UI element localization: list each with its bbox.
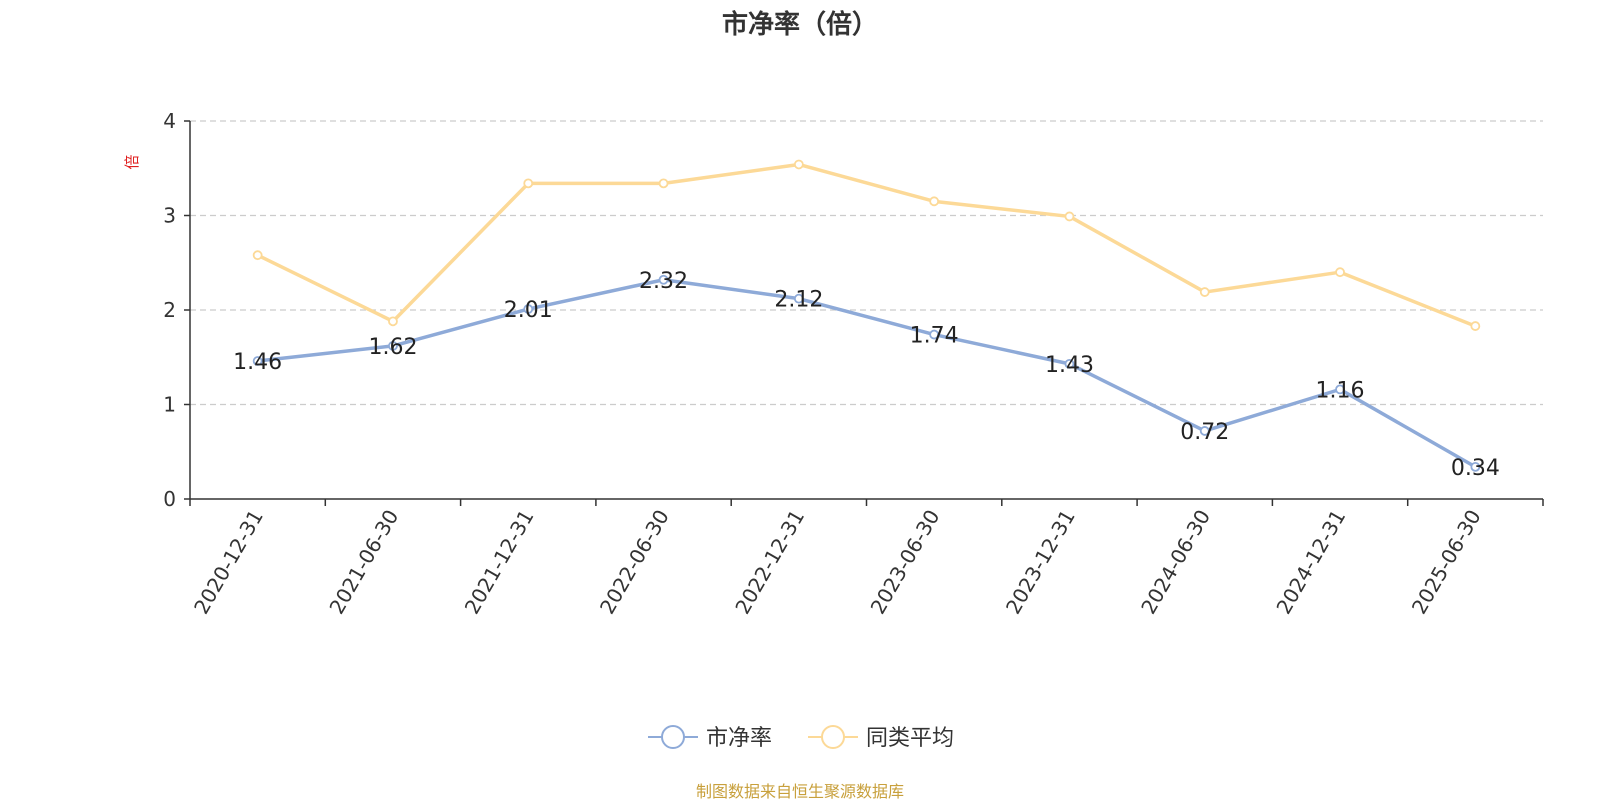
y-tick-label: 4 (163, 109, 176, 133)
legend-label: 市净率 (706, 726, 772, 751)
x-tick-label: 2025-06-30 (1407, 506, 1486, 619)
data-point (1199, 287, 1210, 297)
x-tick-label: 2023-12-31 (1001, 506, 1080, 619)
data-point (929, 329, 940, 340)
x-tick-label: 2020-12-31 (189, 506, 268, 619)
data-label: 1.74 (910, 324, 959, 349)
data-label: 1.62 (368, 335, 417, 360)
data-point (1064, 358, 1075, 369)
data-label: 1.43 (1045, 353, 1094, 378)
x-tick-label: 2024-06-30 (1136, 506, 1215, 619)
x-tick-label: 2022-12-31 (730, 506, 809, 619)
data-label: 2.12 (774, 288, 823, 313)
data-point (388, 341, 398, 351)
data-source-note: 制图数据来自恒生聚源数据库 (695, 782, 904, 801)
data-label: 2.01 (504, 298, 553, 323)
y-axis-label: 倍 (123, 154, 141, 169)
x-tick-label: 2024-12-31 (1271, 506, 1350, 619)
data-point (252, 356, 263, 366)
data-point (523, 178, 534, 189)
data-point (1199, 426, 1210, 436)
data-point (388, 316, 398, 327)
data-point (793, 159, 804, 170)
x-tick-label: 2021-12-31 (460, 506, 539, 619)
data-label: 0.34 (1451, 456, 1500, 481)
y-tick-label: 1 (163, 393, 176, 417)
chart-title: 市净率（倍） (721, 10, 878, 40)
data-point (929, 196, 940, 207)
y-tick-label: 3 (163, 204, 176, 228)
x-tick-label: 2022-06-30 (595, 506, 674, 619)
data-label: 1.46 (233, 350, 282, 375)
legend-swatch-marker (821, 725, 845, 749)
data-point (1335, 384, 1345, 395)
data-point (1470, 321, 1481, 331)
x-tick-label: 2021-06-30 (324, 506, 403, 619)
data-point (523, 304, 534, 314)
data-point (1064, 211, 1075, 222)
x-tick-label: 2023-06-30 (866, 506, 945, 619)
data-point (252, 250, 263, 261)
data-point (1470, 461, 1481, 472)
data-point (1335, 267, 1345, 278)
data-point (793, 293, 804, 304)
data-point (658, 178, 669, 189)
y-tick-label: 0 (163, 487, 176, 511)
series-line-同类平均 (256, 162, 1476, 328)
y-tick-label: 2 (163, 298, 176, 322)
legend: 市净率 同类平均 (648, 725, 954, 751)
legend-swatch-marker (661, 725, 685, 749)
data-label: 0.72 (1180, 420, 1229, 445)
data-label: 2.32 (639, 269, 688, 294)
series-line-市净率 (257, 278, 1477, 469)
data-label: 1.16 (1316, 378, 1365, 403)
legend-label: 同类平均 (866, 726, 954, 751)
data-point (658, 274, 669, 285)
